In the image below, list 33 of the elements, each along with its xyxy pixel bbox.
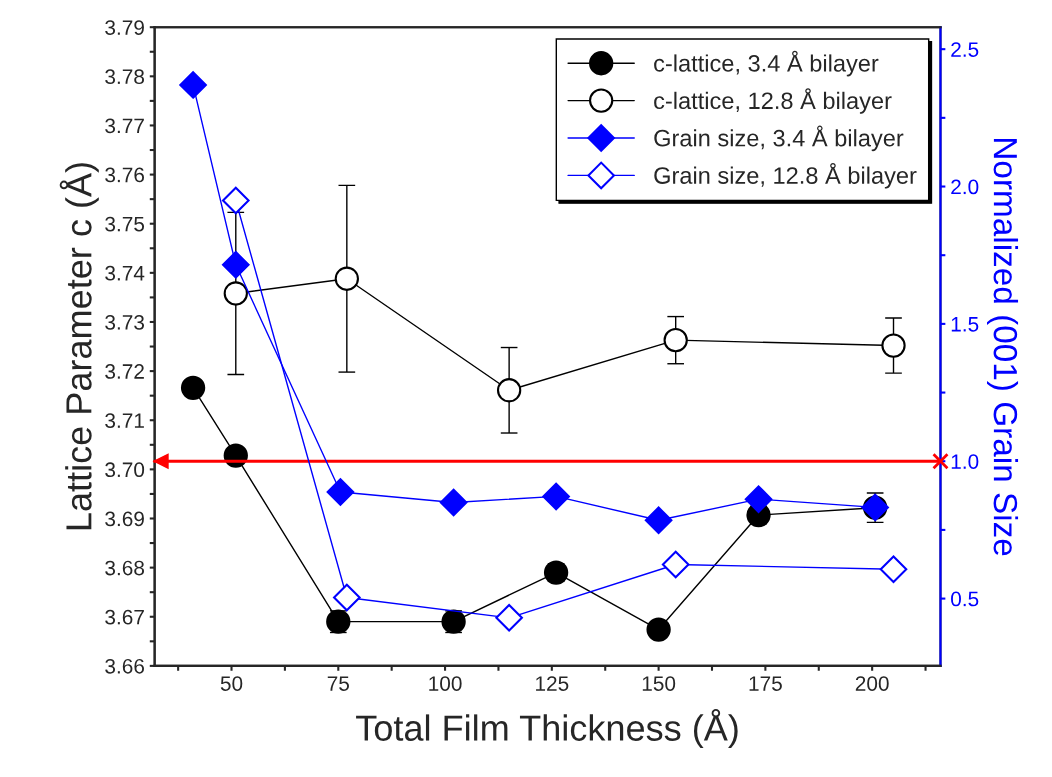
y-tick-label: 3.76 [105, 167, 145, 183]
y-tick-label: 3.67 [105, 609, 144, 625]
y-tick-label: 3.74 [105, 265, 145, 281]
y2-tick-label: 1.0 [951, 454, 979, 469]
x-tick-label: 175 [749, 676, 782, 691]
legend-label: c-lattice, 3.4 Å bilayer [654, 50, 879, 77]
y2-tick-label: 2.0 [951, 179, 979, 195]
y-tick-label: 3.77 [105, 118, 144, 134]
x-tick-label: 125 [536, 676, 569, 691]
y-axis-title: Lattice Parameter c (Å) [59, 163, 99, 530]
y-tick-label: 3.72 [105, 364, 144, 379]
y2-tick-label: 0.5 [951, 591, 979, 607]
y-tick-label: 3.75 [105, 216, 145, 232]
y-tick-label: 3.68 [105, 560, 145, 576]
y-tick-label: 3.66 [105, 658, 145, 674]
x-tick-label: 150 [642, 676, 676, 691]
y2-axis-title: Normalized (001) Grain Size [987, 139, 1019, 556]
legend-label: c-lattice, 12.8 Å bilayer [654, 88, 892, 114]
y-tick-label: 3.69 [105, 511, 144, 527]
y-tick-label: 3.70 [105, 462, 145, 478]
y-tick-label: 3.78 [105, 69, 145, 85]
x-tick-label: 200 [855, 676, 889, 691]
x-axis-title: Total Film Thickness (Å) [356, 708, 738, 749]
y2-tick-label: 2.5 [951, 42, 979, 57]
legend-label: Grain size, 3.4 Å bilayer [654, 125, 904, 152]
x-tick-label: 75 [327, 676, 350, 691]
y2-tick-label: 1.5 [951, 317, 979, 332]
legend-label: Grain size, 12.8 Å bilayer [654, 162, 917, 189]
y-tick-label: 3.73 [105, 314, 145, 330]
y-tick-label: 3.79 [105, 20, 144, 35]
x-tick-label: 100 [429, 676, 462, 691]
y-tick-label: 3.71 [105, 413, 144, 428]
x-tick-label: 50 [220, 676, 243, 691]
